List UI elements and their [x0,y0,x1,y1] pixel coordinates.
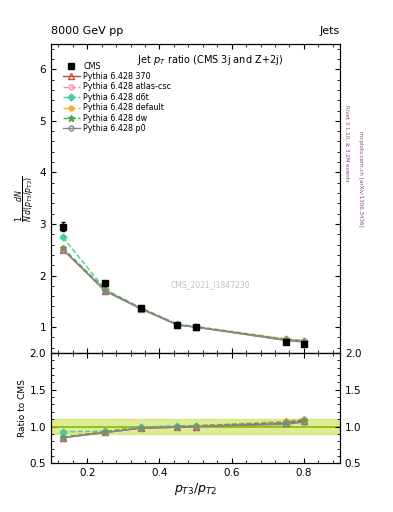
Text: mcplots.cern.ch [arXiv:1306.3436]: mcplots.cern.ch [arXiv:1306.3436] [358,132,363,227]
Text: 8000 GeV pp: 8000 GeV pp [51,26,123,36]
Text: Jets: Jets [320,26,340,36]
Y-axis label: Ratio to CMS: Ratio to CMS [18,379,27,437]
Legend: CMS, Pythia 6.428 370, Pythia 6.428 atlas-csc, Pythia 6.428 d6t, Pythia 6.428 de: CMS, Pythia 6.428 370, Pythia 6.428 atla… [61,60,173,135]
Y-axis label: $\frac{1}{N}\frac{dN}{d(p_{T3}/p_{T2})}$: $\frac{1}{N}\frac{dN}{d(p_{T3}/p_{T2})}$ [14,175,38,222]
X-axis label: $p_{T3}/p_{T2}$: $p_{T3}/p_{T2}$ [174,481,217,497]
Text: Rivet 3.1.10, ≥ 3.2M events: Rivet 3.1.10, ≥ 3.2M events [344,105,349,182]
Text: Jet $p_T$ ratio (CMS 3j and Z+2j): Jet $p_T$ ratio (CMS 3j and Z+2j) [137,53,283,67]
Text: CMS_2021_I1847230: CMS_2021_I1847230 [170,280,250,289]
Bar [51,419,340,434]
